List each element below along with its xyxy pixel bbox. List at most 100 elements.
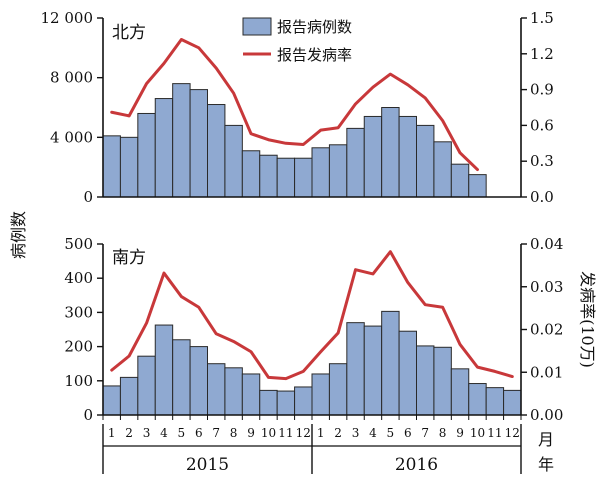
south-left-tick-label: 100 [64,372,93,390]
south-bar [172,339,191,416]
south-bar [207,363,226,416]
south-bar [241,373,261,416]
south-bar [154,324,174,416]
south-bar [276,390,296,416]
north-rate-line [110,37,479,172]
north-bar [450,163,470,198]
south-bar [137,355,156,416]
x-month-label: 12 [505,426,520,440]
north-bar [102,135,121,198]
legend-bar-label: 报告病例数 [277,18,352,36]
north-bar [433,141,452,198]
x-month-label: 6 [195,426,203,440]
north-bar [363,115,383,198]
north-right-tick-label: 0.0 [530,188,554,206]
x-month-label: 1 [108,426,116,440]
south-bar [311,373,330,416]
south-left-tick-label: 0 [83,406,93,424]
north-bar [311,147,330,198]
south-bar [363,325,383,416]
north-right-tick-label: 0.3 [530,152,554,170]
x-month-label: 7 [421,426,429,440]
north-bar [189,89,209,198]
south-bar [328,363,348,416]
x-month-label: 3 [352,426,360,440]
x-month-label: 8 [439,426,447,440]
x-month-unit-label: 月 [538,430,554,449]
shared-y-axis-title: 病例数 [9,211,28,259]
south-right-tick-label: 0.01 [530,363,563,381]
south-left-tick-label: 200 [64,338,93,356]
north-bar [137,112,156,198]
x-month-label: 8 [230,426,238,440]
north-bar [346,127,365,198]
x-month-label: 11 [487,426,502,440]
south-rate-line [110,250,514,381]
x-month-label: 4 [369,426,377,440]
south-bar [294,386,313,416]
x-month-label: 7 [212,426,220,440]
north-panel-label: 北方 [112,23,146,43]
south-bar [485,387,505,416]
south-right-tick-label: 0.04 [530,235,563,253]
south-bar [102,385,121,416]
x-month-label: 2 [334,426,342,440]
north-bar [172,83,191,198]
x-month-label: 5 [178,426,186,440]
x-month-label: 2 [125,426,133,440]
x-month-label: 10 [261,426,276,440]
x-month-label: 6 [404,426,412,440]
panel-south: 0 100 200 300 400 500 0.00 0.01 0.02 0.03 0.04 南方发病… [64,235,597,424]
x-month-label: 1 [317,426,325,440]
x-month-label: 12 [296,426,311,440]
x-month-label: 5 [387,426,395,440]
north-left-tick-label: 0 [83,188,93,206]
south-bar [224,367,243,416]
north-left-tick-label: 4 000 [50,128,93,146]
north-bar [241,150,261,198]
north-left-tick-label: 8 000 [50,69,93,87]
south-left-tick-label: 300 [64,303,93,321]
south-bar [398,330,417,416]
north-bar [468,174,487,198]
north-bar [398,115,417,198]
south-bar [189,346,209,416]
south-bar [346,322,365,416]
north-bar [276,157,296,198]
north-bar [207,104,226,198]
south-left-tick-label: 500 [64,235,93,253]
south-bar [503,389,522,416]
south-bar [259,389,278,416]
north-right-tick-label: 1.2 [530,45,554,63]
north-right-tick-label: 1.5 [530,9,554,27]
north-bar [224,124,243,198]
south-bar [450,368,470,416]
south-left-tick-label: 400 [64,269,93,287]
south-right-axis-title: 发病率(10万) [578,271,597,368]
north-bar [119,136,139,198]
south-right-tick-label: 0.00 [530,406,563,424]
x-month-label: 10 [470,426,485,440]
x-year-label: 2015 [186,455,229,475]
north-bar [154,98,174,198]
north-bar [328,144,348,198]
north-right-tick-label: 0.9 [530,81,554,99]
north-left-tick-label: 12 000 [41,9,94,27]
x-month-label: 3 [143,426,151,440]
south-bar [468,383,487,416]
south-bar [119,376,139,416]
x-month-label: 9 [456,426,464,440]
panel-north: 0 4 000 8 000 12 000 0.0 0.3 0.6 0.9 1.2 1.5 北方 [41,9,554,206]
legend-bar-swatch [242,17,272,36]
legend-line-label: 报告发病率 [277,46,352,64]
south-right-tick-label: 0.03 [530,278,563,296]
south-bar [416,345,435,416]
north-bar [381,107,400,198]
x-year-label: 2016 [395,455,438,475]
x-month-label: 4 [160,426,168,440]
south-bar [381,310,400,416]
legend: 报告病例数 报告发病率 [242,17,352,64]
